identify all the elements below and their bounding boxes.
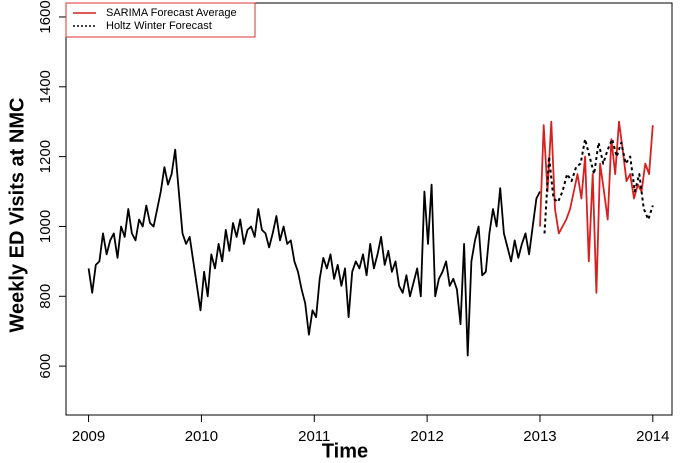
- x-tick-label: 2010: [185, 428, 218, 445]
- legend-label: Holtz Winter Forecast: [106, 20, 212, 32]
- x-tick-label: 2012: [410, 428, 443, 445]
- y-tick-label: 1400: [37, 70, 54, 103]
- series-line: [539, 120, 654, 294]
- x-tick-label: 2009: [72, 428, 105, 445]
- x-tick-label: 2014: [636, 428, 669, 445]
- x-tick-label: 2011: [298, 428, 330, 445]
- legend-box: [65, 2, 256, 38]
- legend-label: SARIMA Forecast Average: [106, 7, 237, 19]
- y-tick-label: 800: [37, 284, 54, 309]
- y-tick-label: 1200: [37, 140, 54, 173]
- series-line: [543, 138, 654, 234]
- plot-frame: [65, 2, 673, 416]
- series-line: [87, 148, 541, 357]
- y-tick-label: 1000: [37, 210, 54, 243]
- y-tick-label: 1600: [37, 0, 54, 33]
- y-axis-label: Weekly ED Visits at NMC: [6, 98, 28, 333]
- x-tick-label: 2013: [523, 428, 556, 445]
- x-axis-label: Time: [322, 440, 368, 462]
- y-tick-label: 600: [37, 354, 54, 379]
